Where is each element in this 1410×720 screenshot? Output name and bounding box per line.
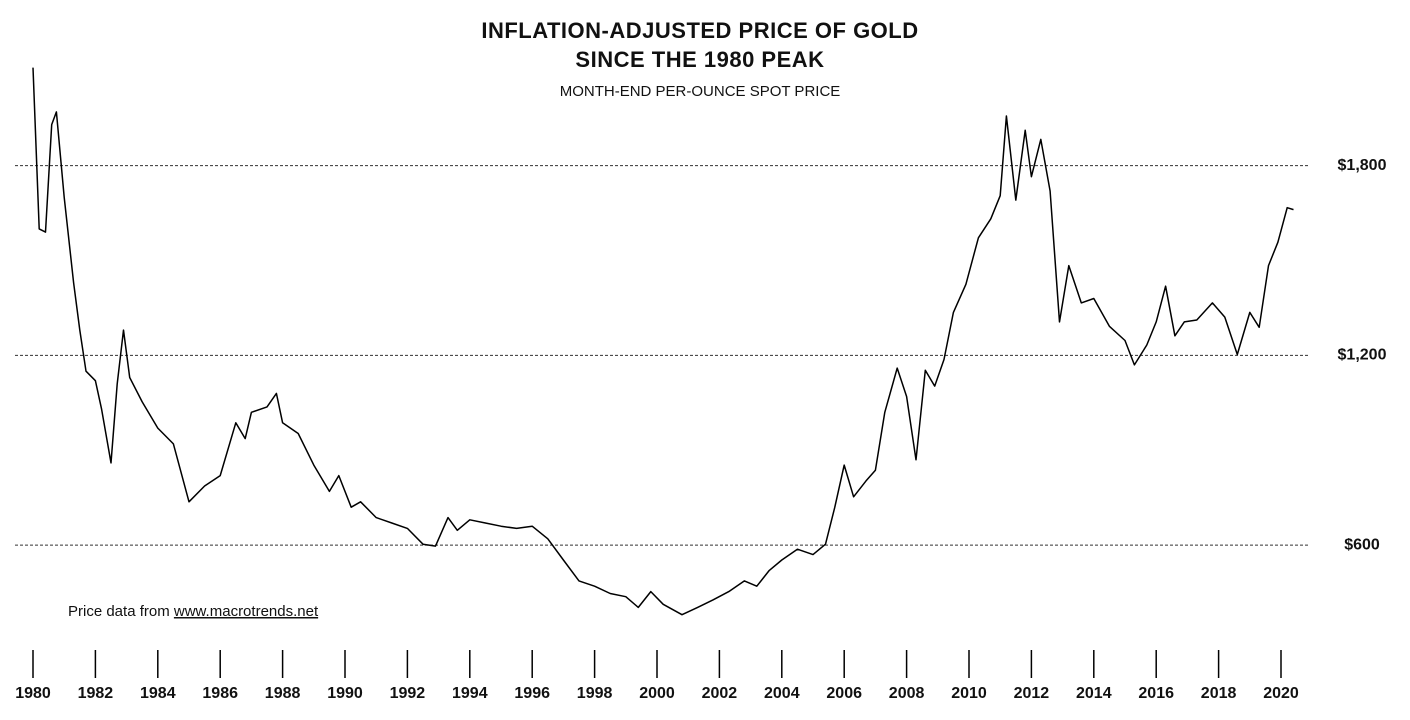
x-tick-label: 2010 bbox=[951, 685, 987, 702]
source-note: Price data from www.macrotrends.net bbox=[68, 603, 319, 620]
chart-title-line2: SINCE THE 1980 PEAK bbox=[575, 47, 824, 72]
x-tick-label: 1984 bbox=[140, 685, 176, 702]
x-tick-label: 2004 bbox=[764, 685, 800, 702]
x-tick-label: 1980 bbox=[15, 685, 51, 702]
x-tick-label: 2002 bbox=[702, 685, 738, 702]
price-line bbox=[32, 67, 1294, 616]
x-tick-label: 1992 bbox=[390, 685, 426, 702]
x-tick-label: 1982 bbox=[78, 685, 114, 702]
chart-subtitle: MONTH-END PER-OUNCE SPOT PRICE bbox=[560, 83, 841, 100]
x-tick-label: 2016 bbox=[1138, 685, 1174, 702]
x-tick-label: 1990 bbox=[327, 685, 363, 702]
source-text: Price data from bbox=[68, 603, 170, 620]
x-tick-label: 2008 bbox=[889, 685, 925, 702]
x-tick-label: 2020 bbox=[1263, 685, 1299, 702]
x-tick-label: 1994 bbox=[452, 685, 488, 702]
x-tick-label: 2012 bbox=[1014, 685, 1050, 702]
chart-title: INFLATION-ADJUSTED PRICE OF GOLD bbox=[481, 18, 918, 43]
x-tick-label: 2000 bbox=[639, 685, 675, 702]
x-tick-label: 1996 bbox=[514, 685, 550, 702]
x-tick-label: 1998 bbox=[577, 685, 613, 702]
y-tick-label: $600 bbox=[1344, 536, 1380, 553]
y-tick-label: $1,800 bbox=[1338, 157, 1387, 174]
x-tick-label: 1986 bbox=[202, 685, 238, 702]
x-tick-label: 2006 bbox=[826, 685, 862, 702]
y-tick-label: $1,200 bbox=[1338, 347, 1387, 364]
source-link[interactable]: www.macrotrends.net bbox=[173, 603, 319, 620]
x-tick-label: 1988 bbox=[265, 685, 301, 702]
x-tick-label: 2014 bbox=[1076, 685, 1112, 702]
x-tick-label: 2018 bbox=[1201, 685, 1237, 702]
